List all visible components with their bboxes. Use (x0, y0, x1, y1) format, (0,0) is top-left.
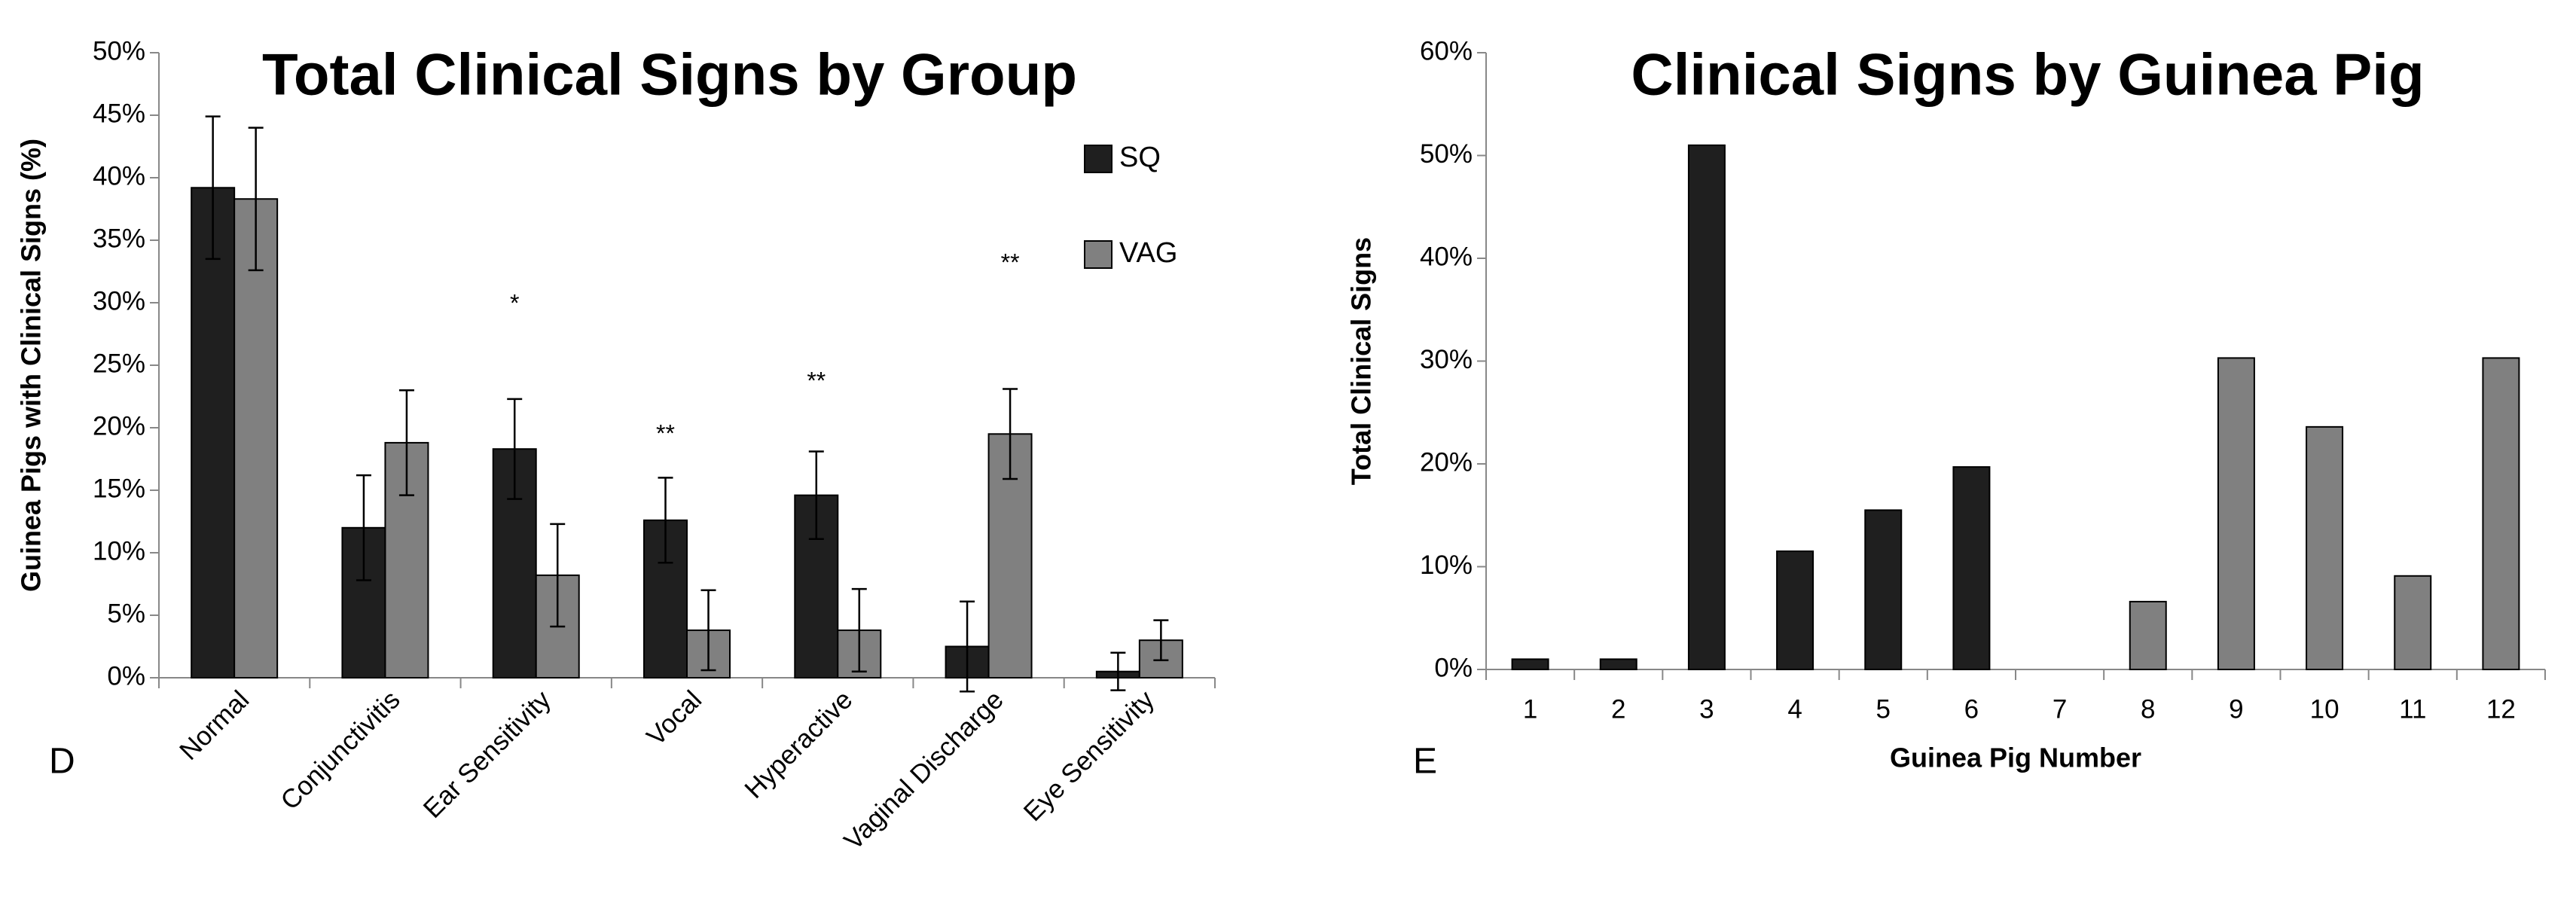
error-bar (1110, 651, 1126, 691)
error-bar (550, 523, 566, 628)
error-bar (1003, 388, 1018, 480)
y-axis-title: Total Clinical Signs (1346, 237, 1377, 485)
y-tick-label: 50% (1420, 139, 1473, 169)
x-tick-label: 3 (1699, 694, 1714, 724)
bar (2306, 425, 2344, 670)
y-tick-label: 40% (93, 161, 145, 191)
bar (1864, 509, 1903, 670)
x-tick-label: 4 (1787, 694, 1802, 724)
chart-title: Clinical Signs by Guinea Pig (1631, 41, 2424, 108)
x-tick-label: 5 (1876, 694, 1891, 724)
x-tick-label: 11 (2399, 694, 2426, 724)
bar (1776, 550, 1814, 671)
error-bar (658, 477, 673, 564)
error-bar (248, 127, 264, 272)
y-tick-label: 50% (93, 36, 145, 66)
panel-label: E (1413, 742, 1437, 782)
panel-label: D (49, 742, 75, 782)
error-bar (507, 398, 523, 500)
y-axis-title: Guinea Pigs with Clinical Signs (%) (16, 139, 47, 592)
y-tick-label: 0% (1434, 653, 1473, 682)
bar (1952, 466, 1991, 670)
error-bar (1153, 619, 1169, 662)
x-tick-label: 8 (2141, 694, 2155, 724)
x-tick-label: Conjunctivitis (275, 685, 405, 816)
x-tick-label: Eye Sensitivity (1018, 685, 1161, 827)
x-tick-label: Hyperactive (739, 685, 858, 804)
error-bar (700, 589, 716, 672)
y-tick-label: 15% (93, 474, 145, 503)
bar (2482, 357, 2520, 670)
legend-label: SQ (1119, 142, 1161, 173)
y-tick-label: 30% (93, 286, 145, 316)
x-tick-label: 10 (2310, 694, 2339, 724)
y-tick-label: 35% (93, 224, 145, 253)
x-tick-label: Vocal (641, 685, 707, 752)
y-tick-label: 20% (93, 411, 145, 441)
bar (191, 187, 236, 679)
x-tick-label: 9 (2229, 694, 2243, 724)
y-tick-label: 0% (107, 661, 145, 691)
y-tick-label: 30% (1420, 345, 1473, 374)
bar (2394, 575, 2432, 670)
bar (1687, 144, 1726, 671)
x-tick-label: Ear Sensitivity (418, 685, 557, 824)
chart-title: Total Clinical Signs by Group (262, 41, 1077, 108)
y-tick-label: 40% (1420, 242, 1473, 271)
y-tick-label: 60% (1420, 36, 1473, 66)
error-bar (808, 450, 824, 540)
x-tick-label: 7 (2053, 694, 2067, 724)
y-tick-label: 10% (93, 536, 145, 566)
bar (2217, 357, 2255, 670)
y-tick-label: 5% (107, 599, 145, 628)
annotation: ** (1001, 249, 1020, 276)
error-bar (398, 389, 414, 496)
x-tick-label: Vaginal Discharge (838, 685, 1009, 856)
annotation: ** (656, 419, 675, 447)
x-tick-label: 1 (1523, 694, 1537, 724)
annotation: * (510, 289, 519, 316)
x-tick-label: 12 (2486, 694, 2516, 724)
x-tick-label: Normal (174, 685, 255, 766)
bar (2129, 600, 2167, 670)
annotation: ** (807, 367, 826, 394)
error-bar (356, 474, 371, 581)
x-axis-title: Guinea Pig Number (1890, 743, 2141, 773)
y-tick-label: 10% (1420, 550, 1473, 580)
y-tick-label: 20% (1420, 447, 1473, 477)
legend-swatch (1084, 145, 1113, 173)
y-tick-label: 45% (93, 99, 145, 128)
legend-label: VAG (1119, 237, 1177, 269)
bar (233, 198, 279, 679)
legend-swatch (1084, 240, 1113, 269)
error-bar (851, 587, 867, 672)
x-tick-label: 2 (1611, 694, 1625, 724)
error-bar (960, 600, 975, 693)
error-bar (205, 115, 221, 261)
x-tick-label: 6 (1964, 694, 1979, 724)
bar (1599, 658, 1637, 670)
y-tick-label: 25% (93, 349, 145, 378)
bar (1511, 658, 1549, 670)
